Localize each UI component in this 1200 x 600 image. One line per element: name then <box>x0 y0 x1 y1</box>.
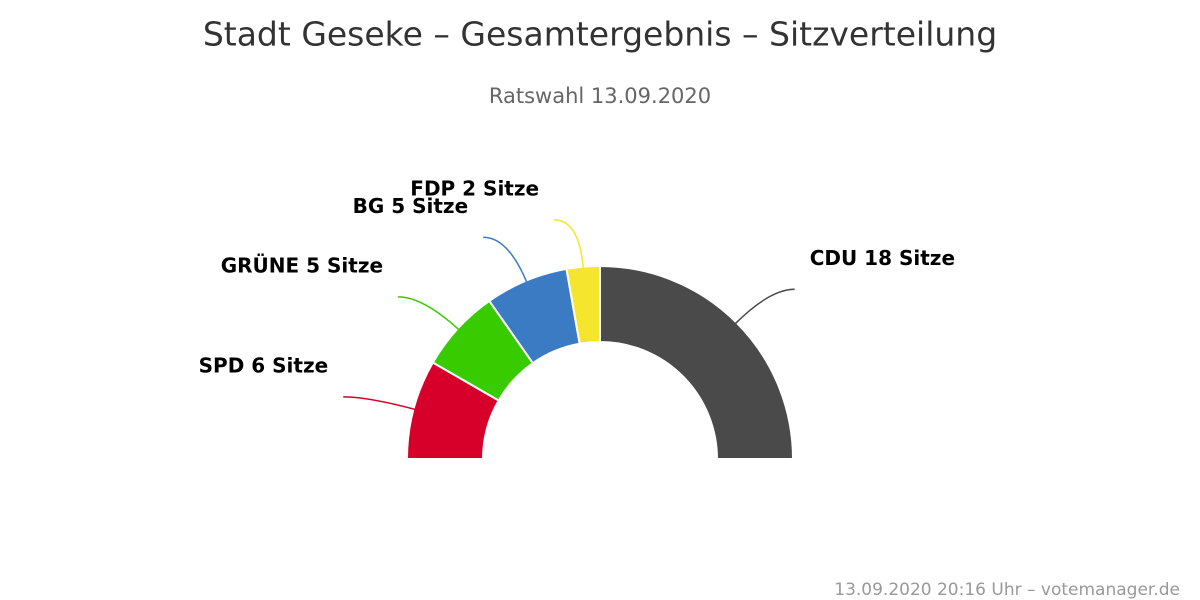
credits: 13.09.2020 20:16 Uhr – votemanager.de <box>834 580 1180 600</box>
label-connector <box>554 219 585 269</box>
data-label: CDU 18 Sitze <box>810 246 955 270</box>
data-label: GRÜNE 5 Sitze <box>221 253 383 277</box>
data-label: BG 5 Sitze <box>353 194 469 218</box>
label-connector <box>483 236 528 283</box>
seat-segment <box>599 264 795 460</box>
data-label: SPD 6 Sitze <box>199 353 329 377</box>
label-connector <box>343 396 416 411</box>
chart-subtitle: Ratswahl 13.09.2020 <box>489 84 711 108</box>
label-connector <box>398 296 460 331</box>
label-connector <box>734 288 795 325</box>
data-label: FDP 2 Sitze <box>410 176 539 200</box>
chart-title: Stadt Geseke – Gesamtergebnis – Sitzvert… <box>203 15 997 54</box>
